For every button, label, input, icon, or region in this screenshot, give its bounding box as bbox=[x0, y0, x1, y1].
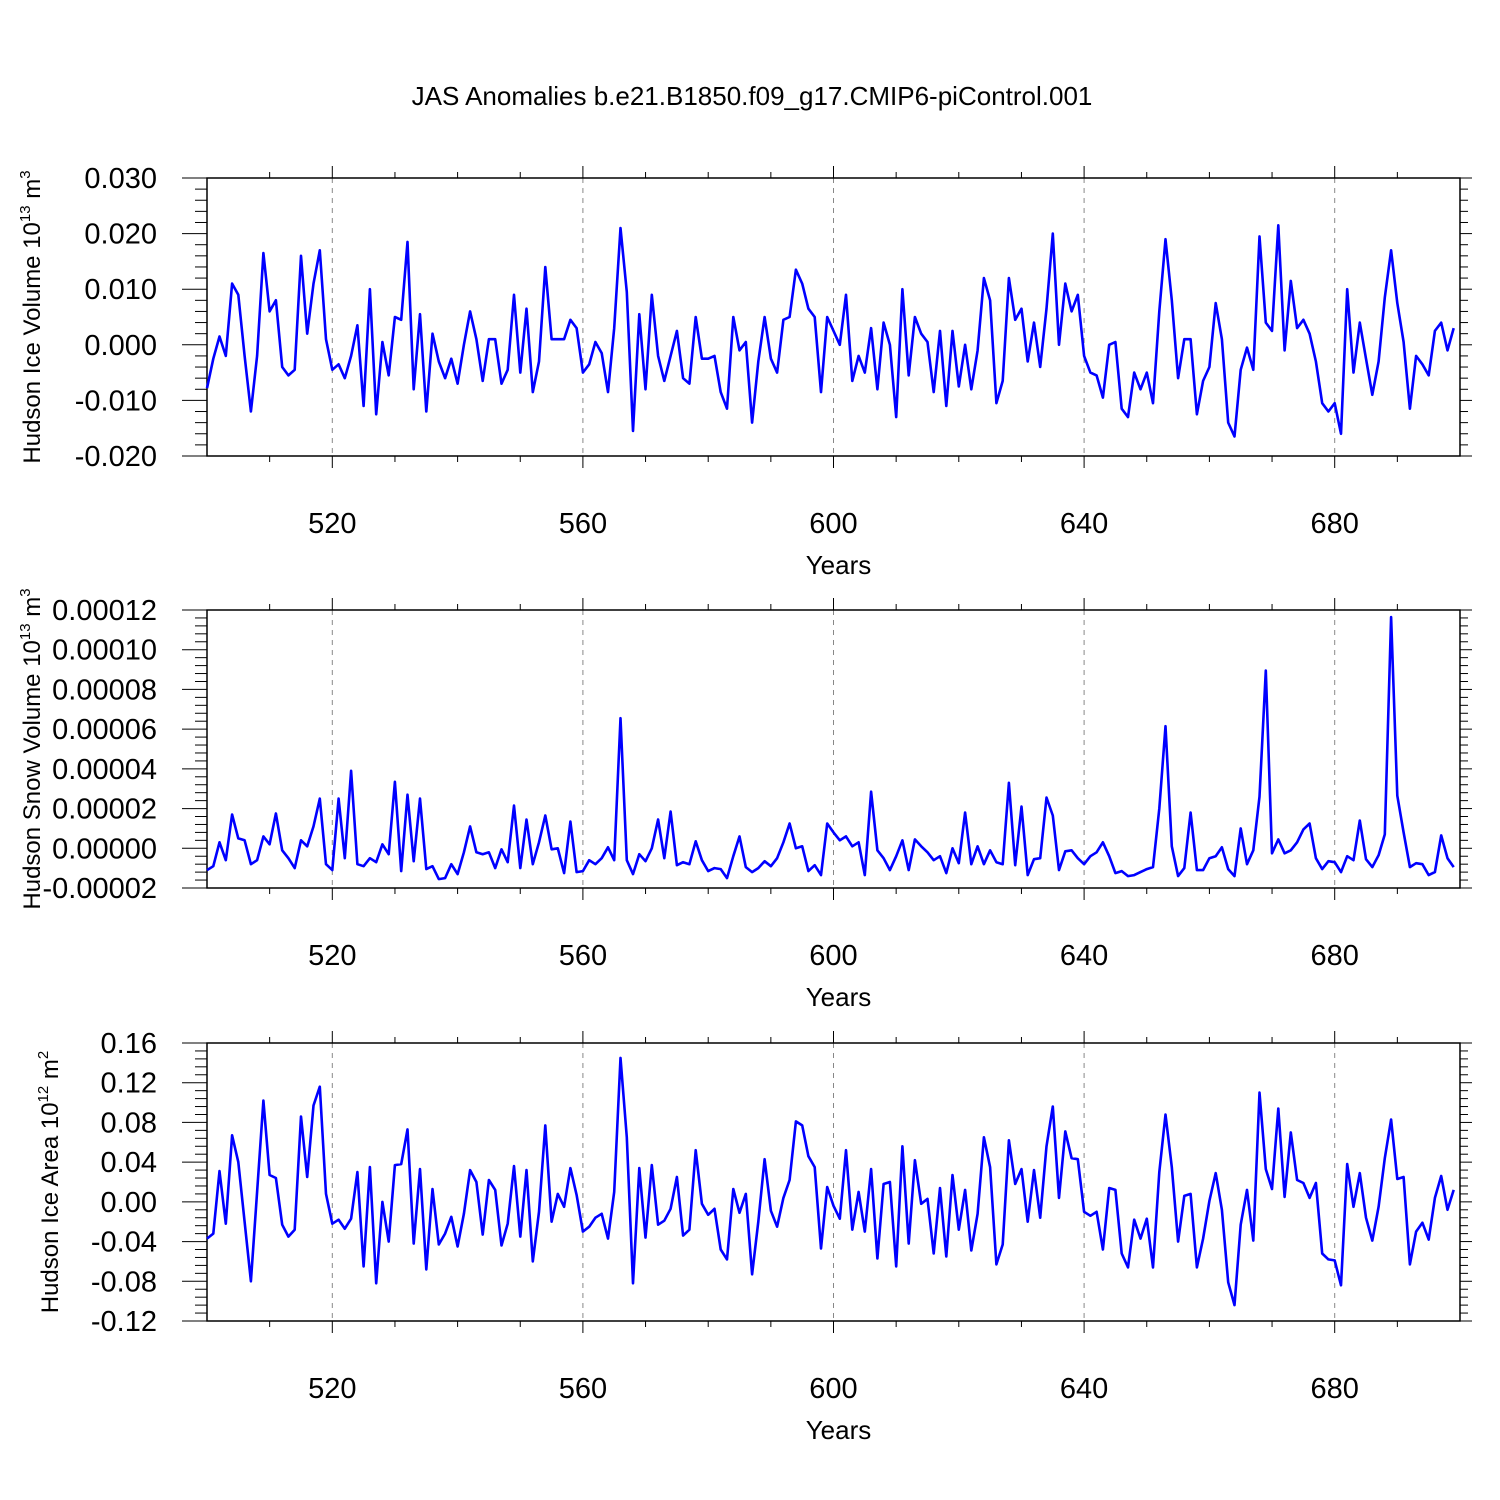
x-tick-label: 560 bbox=[559, 1373, 607, 1405]
y-tick-label: 0.00000 bbox=[52, 833, 157, 865]
x-axis-label: Years bbox=[806, 982, 872, 1012]
x-axis-label: Years bbox=[806, 1415, 872, 1445]
y-tick-label: -0.010 bbox=[75, 385, 157, 417]
y-tick-label: 0.12 bbox=[101, 1068, 157, 1100]
x-tick-label: 680 bbox=[1311, 940, 1359, 972]
y-tick-label: 0.04 bbox=[101, 1147, 157, 1179]
x-tick-label: 680 bbox=[1311, 1373, 1359, 1405]
y-tick-label: 0.010 bbox=[84, 274, 157, 306]
x-tick-label: 520 bbox=[308, 508, 356, 540]
y-axis-label-unit-sup: 3 bbox=[17, 588, 34, 596]
y-axis-label-sup: 13 bbox=[17, 623, 34, 640]
y-axis-label-unit-sup: 3 bbox=[17, 170, 34, 178]
series-line bbox=[207, 617, 1454, 879]
y-tick-label: 0.00 bbox=[101, 1187, 157, 1219]
x-tick-label: 520 bbox=[308, 1373, 356, 1405]
y-tick-label: -0.00002 bbox=[43, 873, 158, 905]
y-axis-label-unit-sup: 2 bbox=[35, 1051, 52, 1059]
panel-1: 520 560 600 640 680 Years -0.020 -0.010 0.000 0.0… bbox=[17, 163, 1472, 580]
y-axis-label: Hudson Snow Volume 1013 m3 bbox=[17, 588, 46, 909]
x-tick-label: 600 bbox=[809, 940, 857, 972]
x-axis-label: Years bbox=[806, 550, 872, 580]
y-axis-label-unit: m bbox=[37, 1059, 64, 1086]
x-tick-label: 600 bbox=[809, 508, 857, 540]
y-axis-label-text: Hudson Ice Area 10 bbox=[37, 1102, 64, 1313]
y-tick-label: 0.00008 bbox=[52, 674, 157, 706]
panels: 520 560 600 640 680 Years -0.020 -0.010 0.000 0.0… bbox=[17, 163, 1472, 1445]
y-tick-label: 0.08 bbox=[101, 1107, 157, 1139]
y-tick-label: 0.000 bbox=[84, 330, 157, 362]
series-line bbox=[207, 225, 1454, 436]
y-tick-label: -0.020 bbox=[75, 441, 157, 473]
y-axis-label-sup: 13 bbox=[17, 205, 34, 222]
panel-2: 520 560 600 640 680 Years -0.00002 0.00000 0.000… bbox=[17, 588, 1472, 1012]
y-axis-label-text: Hudson Snow Volume 10 bbox=[19, 640, 46, 910]
x-tick-label: 640 bbox=[1060, 1373, 1108, 1405]
y-tick-label: -0.08 bbox=[91, 1266, 157, 1298]
y-axis-label-text: Hudson Ice Volume 10 bbox=[19, 222, 46, 464]
x-tick-label: 600 bbox=[809, 1373, 857, 1405]
y-tick-label: 0.16 bbox=[101, 1028, 157, 1060]
x-tick-label: 520 bbox=[308, 940, 356, 972]
y-axis-label-unit: m bbox=[19, 179, 46, 206]
y-tick-label: 0.00004 bbox=[52, 754, 157, 786]
y-axis-label: Hudson Ice Area 1012 m2 bbox=[35, 1051, 64, 1314]
x-tick-label: 680 bbox=[1311, 508, 1359, 540]
series-line bbox=[207, 1058, 1454, 1305]
y-tick-label: 0.00010 bbox=[52, 635, 157, 667]
x-tick-label: 640 bbox=[1060, 940, 1108, 972]
y-axis-label: Hudson Ice Volume 1013 m3 bbox=[17, 170, 46, 463]
y-axis-label-sup: 12 bbox=[35, 1086, 52, 1103]
chart-title: JAS Anomalies b.e21.B1850.f09_g17.CMIP6-… bbox=[412, 81, 1093, 111]
y-tick-label: -0.04 bbox=[91, 1227, 157, 1259]
x-tick-label: 560 bbox=[559, 508, 607, 540]
y-tick-label: 0.00006 bbox=[52, 714, 157, 746]
x-tick-label: 640 bbox=[1060, 508, 1108, 540]
y-tick-label: 0.020 bbox=[84, 219, 157, 251]
figure: JAS Anomalies b.e21.B1850.f09_g17.CMIP6-… bbox=[0, 0, 1500, 1500]
y-tick-label: 0.00002 bbox=[52, 794, 157, 826]
x-tick-label: 560 bbox=[559, 940, 607, 972]
y-tick-label: 0.030 bbox=[84, 163, 157, 195]
panel-3: 520 560 600 640 680 Years -0.12 -0.08 -0.04 0.00 0… bbox=[35, 1028, 1472, 1445]
y-axis-label-unit: m bbox=[19, 597, 46, 624]
y-tick-label: 0.00012 bbox=[52, 595, 157, 627]
y-tick-label: -0.12 bbox=[91, 1306, 157, 1338]
